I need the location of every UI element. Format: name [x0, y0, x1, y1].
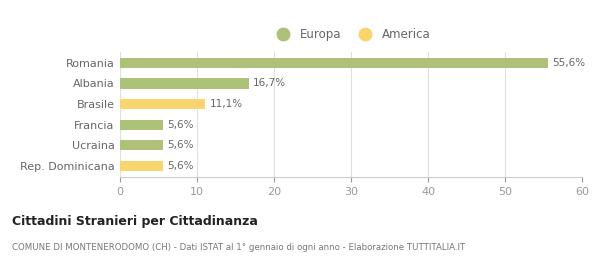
Bar: [120, 78, 248, 89]
Text: 5,6%: 5,6%: [167, 161, 193, 171]
Bar: [120, 161, 163, 171]
Text: 11,1%: 11,1%: [209, 99, 242, 109]
Legend: Europa, America: Europa, America: [267, 23, 435, 46]
Bar: [120, 58, 548, 68]
Text: 55,6%: 55,6%: [552, 58, 585, 68]
Bar: [120, 120, 163, 130]
Text: COMUNE DI MONTENERODOMO (CH) - Dati ISTAT al 1° gennaio di ogni anno - Elaborazi: COMUNE DI MONTENERODOMO (CH) - Dati ISTA…: [12, 243, 465, 252]
Bar: [120, 140, 163, 151]
Text: 16,7%: 16,7%: [253, 79, 286, 88]
Text: 5,6%: 5,6%: [167, 140, 193, 150]
Text: 5,6%: 5,6%: [167, 120, 193, 130]
Bar: [120, 99, 205, 109]
Text: Cittadini Stranieri per Cittadinanza: Cittadini Stranieri per Cittadinanza: [12, 214, 258, 228]
